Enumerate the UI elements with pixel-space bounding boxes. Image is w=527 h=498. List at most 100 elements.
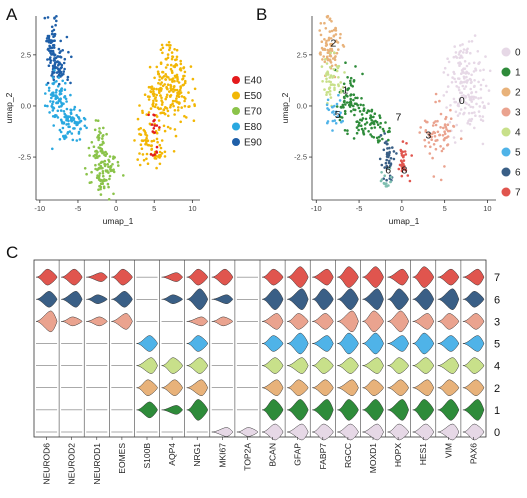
point-3 — [441, 134, 445, 137]
violin-BCAN-2 — [261, 379, 284, 397]
point-0 — [478, 105, 482, 108]
point-1 — [352, 137, 356, 140]
x-tick-label: 0 — [400, 204, 404, 213]
point-E50 — [150, 139, 154, 143]
point-E90 — [66, 75, 70, 79]
point-0 — [474, 90, 478, 94]
point-1 — [354, 65, 357, 68]
point-0 — [479, 69, 482, 72]
point-0 — [467, 72, 471, 75]
violin-NEUROD2-7 — [61, 268, 83, 286]
violin-EOMES-6 — [111, 290, 133, 308]
point-3 — [449, 117, 453, 120]
legend-swatch — [232, 138, 240, 146]
point-E70 — [85, 172, 88, 176]
panel-a-letter: A — [6, 5, 18, 24]
point-1 — [352, 104, 355, 108]
point-5 — [341, 119, 345, 123]
point-1 — [357, 124, 360, 128]
point-4 — [337, 84, 341, 88]
point-3 — [438, 133, 441, 137]
violin-RGCC-4 — [337, 357, 359, 374]
point-E70 — [94, 163, 97, 167]
point-E50 — [159, 107, 162, 110]
point-8 — [380, 171, 383, 174]
point-E40 — [150, 123, 154, 126]
point-0 — [472, 97, 475, 101]
point-4 — [333, 86, 336, 90]
point-E50 — [157, 119, 161, 122]
gene-label: RGCC — [343, 443, 353, 468]
point-E50 — [169, 103, 173, 107]
violin-MOXD1-2 — [362, 379, 384, 397]
point-3 — [445, 128, 448, 131]
point-0 — [445, 90, 449, 94]
point-E80 — [79, 119, 83, 123]
point-0 — [458, 112, 462, 115]
point-7 — [400, 154, 404, 157]
violin-HES1-5 — [412, 332, 435, 355]
point-E90 — [55, 19, 58, 23]
point-E50 — [189, 65, 193, 68]
umap-b-legend: 0 1 2 3 4 5 6 7 — [501, 47, 521, 199]
cluster-label: 5 — [335, 109, 341, 121]
point-4 — [327, 73, 330, 76]
violin-PAX6-3 — [462, 313, 485, 330]
point-E70 — [111, 169, 115, 172]
point-4 — [339, 81, 343, 84]
legend-label: 2 — [515, 88, 521, 99]
point-E90 — [67, 50, 70, 54]
point-1 — [355, 131, 359, 135]
point-E70 — [105, 178, 108, 182]
point-1 — [370, 108, 374, 112]
x-tick-label: 5 — [443, 204, 447, 213]
point-1 — [357, 106, 361, 110]
point-0 — [477, 97, 480, 100]
point-0 — [473, 34, 477, 37]
point-E80 — [53, 115, 57, 119]
point-E70 — [93, 128, 97, 132]
point-E90 — [55, 14, 58, 18]
violin-EOMES-3 — [111, 313, 133, 330]
violin-RGCC-2 — [337, 379, 359, 397]
point-E50 — [170, 57, 174, 61]
point-E50 — [175, 88, 179, 92]
point-E50 — [175, 58, 178, 61]
point-0 — [462, 94, 465, 97]
point-1 — [344, 61, 347, 64]
point-0 — [487, 102, 490, 105]
violin-VIM-5 — [437, 335, 460, 352]
point-E80 — [61, 126, 65, 130]
violin-HOPX-4 — [387, 357, 409, 374]
point-E80 — [58, 128, 62, 132]
point-2 — [341, 43, 345, 47]
gene-label: NRG1 — [192, 443, 202, 467]
point-0 — [454, 51, 458, 54]
violin-NEUROD2-3 — [61, 316, 83, 327]
point-1 — [370, 119, 374, 122]
point-E80 — [75, 114, 78, 117]
point-E90 — [62, 61, 66, 65]
point-E90 — [49, 56, 52, 59]
legend-label: 4 — [515, 128, 521, 139]
point-0 — [484, 55, 487, 58]
point-0 — [452, 97, 456, 101]
point-E50 — [159, 94, 162, 97]
point-E50 — [164, 66, 168, 69]
violin-AQP4-6 — [161, 294, 183, 305]
point-0 — [467, 62, 471, 65]
point-0 — [473, 111, 476, 114]
point-4 — [329, 96, 333, 99]
point-E50 — [165, 93, 169, 97]
legend-label: E50 — [244, 91, 262, 102]
point-E70 — [112, 157, 115, 160]
point-E50 — [138, 152, 141, 155]
point-E50 — [173, 128, 177, 131]
point-E80 — [48, 111, 51, 114]
point-6 — [380, 163, 384, 167]
point-E50 — [138, 104, 141, 107]
point-4 — [325, 77, 328, 81]
point-1 — [363, 123, 367, 126]
point-0 — [447, 60, 451, 64]
point-E50 — [165, 43, 169, 47]
